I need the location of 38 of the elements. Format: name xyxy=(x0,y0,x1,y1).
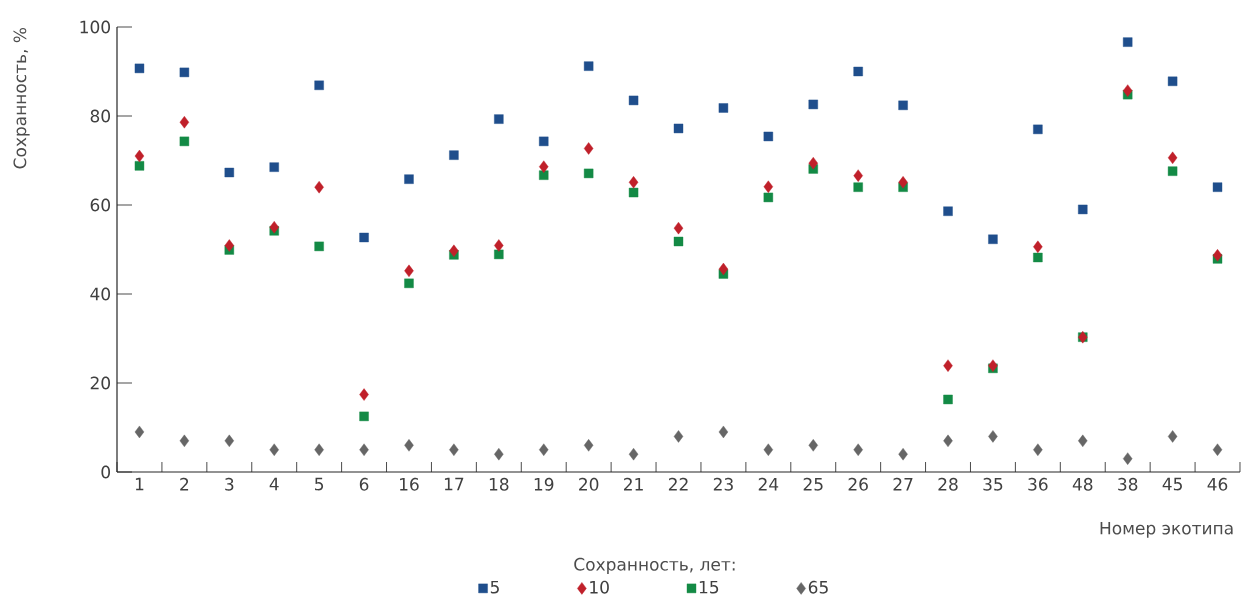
x-tick-label: 22 xyxy=(668,477,688,491)
x-tick-label: 3 xyxy=(225,477,234,491)
x-tick-label: 46 xyxy=(1207,477,1228,491)
x-tick-label: 20 xyxy=(579,477,599,491)
x-tick-label: 26 xyxy=(848,477,868,491)
x-tick-label: 2 xyxy=(180,477,189,491)
x-tick-label: 17 xyxy=(444,477,464,491)
y-tick-label: 40 xyxy=(90,287,111,301)
y-tick-label: 100 xyxy=(80,20,110,34)
x-tick-label: 16 xyxy=(400,477,419,491)
y-tick-label: 80 xyxy=(90,109,111,123)
y-axis-title: Сохранность, % xyxy=(13,27,30,169)
x-tick-label: 23 xyxy=(713,477,733,491)
legend-label: 5 xyxy=(490,580,499,594)
legend-title: Сохранность, лет: xyxy=(574,557,735,574)
x-tick-label: 27 xyxy=(893,477,913,491)
x-tick-label: 4 xyxy=(269,477,279,491)
legend-label: 10 xyxy=(590,580,609,594)
y-tick-label: 0 xyxy=(101,465,111,479)
x-tick-label: 24 xyxy=(758,477,779,491)
x-tick-label: 38 xyxy=(1118,477,1138,491)
x-tick-label: 6 xyxy=(359,477,369,491)
x-tick-label: 5 xyxy=(315,477,324,491)
x-tick-label: 36 xyxy=(1028,477,1048,491)
x-tick-label: 28 xyxy=(938,477,958,491)
x-tick-label: 45 xyxy=(1162,477,1182,491)
x-tick-label: 25 xyxy=(803,477,823,491)
x-tick-label: 18 xyxy=(489,477,509,491)
x-tick-label: 21 xyxy=(624,477,643,491)
y-tick-label: 60 xyxy=(90,198,111,212)
x-tick-label: 1 xyxy=(135,477,144,491)
x-tick-label: 48 xyxy=(1072,477,1093,491)
legend-label: 65 xyxy=(808,580,828,594)
y-tick-label: 20 xyxy=(90,376,111,390)
x-tick-label: 35 xyxy=(983,477,1003,491)
x-axis-title: Номер экотипа xyxy=(1100,521,1233,538)
x-tick-label: 19 xyxy=(534,477,554,491)
legend-label: 15 xyxy=(699,580,719,594)
